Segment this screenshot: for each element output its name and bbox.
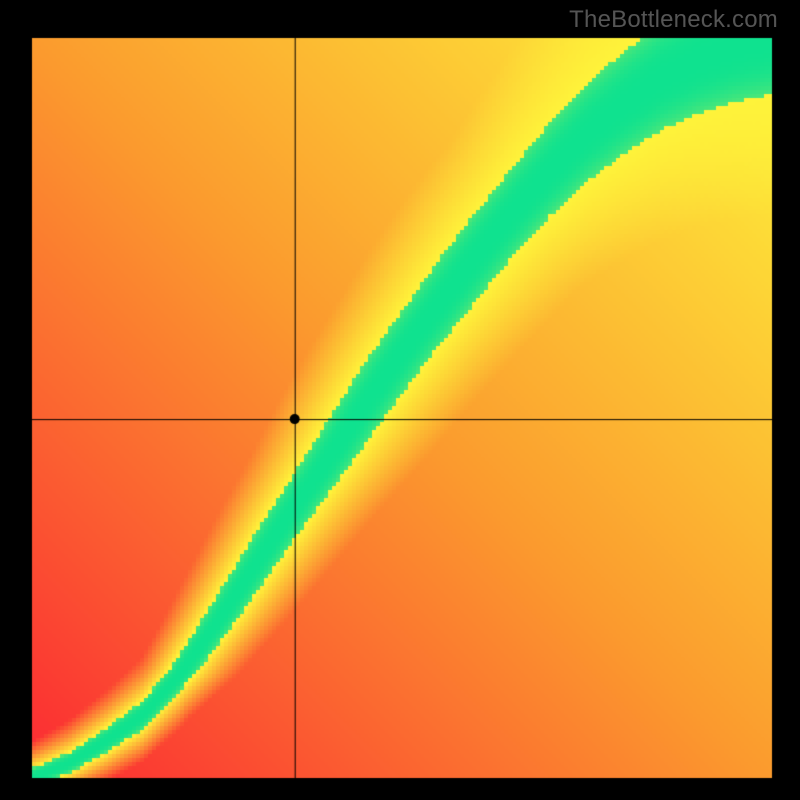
bottleneck-heatmap <box>0 0 800 800</box>
watermark-text: TheBottleneck.com <box>569 6 778 34</box>
